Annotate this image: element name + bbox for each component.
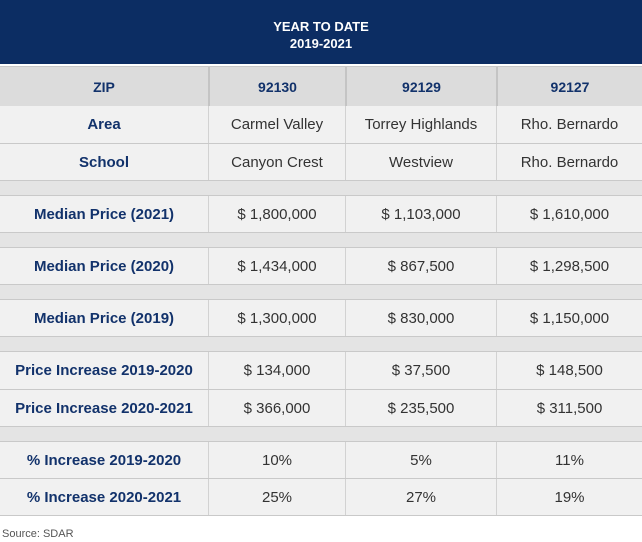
section-spacer [0,181,642,195]
row-divider [0,389,642,390]
row-label: Price Increase 2019-2020 [15,362,193,379]
row-divider [0,426,642,427]
header-zip-92129: 92129 [345,67,496,106]
row-divider [0,232,642,233]
row-label: % Increase 2019-2020 [26,451,182,469]
table-row-median-2020: Median Price (2020) $ 1,434,000 $ 867,50… [0,248,642,284]
table-title-bar: YEAR TO DATE 2019-2021 [0,0,642,64]
row-label: School [78,153,129,171]
table-row-increase-2019-2020: Price Increase 2019-2020 $ 134,000 $ 37,… [0,352,642,389]
row-divider [0,515,642,516]
row-divider [0,195,642,196]
row-divider [0,247,642,248]
table-row-median-2019: Median Price (2019) $ 1,300,000 $ 830,00… [0,300,642,336]
row-label: % Increase 2020-2021 [26,488,182,506]
section-spacer [0,427,642,441]
table-cell: $ 311,500 [496,390,642,426]
table-cell: Westview [345,144,496,180]
table-cell: Rho. Bernardo [496,144,642,180]
row-label: Median Price (2021) [33,205,175,223]
table-cell: $ 134,000 [208,352,345,389]
row-label: Median Price (2019) [33,309,175,327]
table-cell: $ 1,434,000 [208,248,345,284]
section-spacer [0,285,642,299]
table-subtitle: 2019-2021 [289,36,353,51]
table-cell: $ 148,500 [496,352,642,389]
row-divider [0,299,642,300]
header-row: ZIP 92130 92129 92127 [0,66,642,107]
table-cell: $ 1,103,000 [345,196,496,232]
source-note: Source: SDAR [2,528,74,540]
row-divider [0,143,642,144]
table-cell: 25% [208,479,345,515]
table-row-increase-2020-2021: Price Increase 2020-2021 $ 366,000 $ 235… [0,390,642,426]
table-row-area: Area Carmel Valley Torrey Highlands Rho.… [0,106,642,143]
table-cell: $ 1,800,000 [208,196,345,232]
row-label: Price Increase 2020-2021 [15,399,193,417]
table-cell: $ 1,298,500 [496,248,642,284]
header-zip-92130: 92130 [208,67,345,106]
header-zip-92127: 92127 [496,67,642,106]
table-cell: 11% [496,442,642,478]
row-divider [0,351,642,352]
table-cell: 27% [345,479,496,515]
table-cell: $ 235,500 [345,390,496,426]
row-divider [0,180,642,181]
row-label: Area [87,116,121,133]
row-divider [0,478,642,479]
table-cell: $ 1,610,000 [496,196,642,232]
table-cell: 5% [345,442,496,478]
table-row-median-2021: Median Price (2021) $ 1,800,000 $ 1,103,… [0,196,642,232]
section-spacer [0,337,642,351]
table-cell: $ 366,000 [208,390,345,426]
table-row-school: School Canyon Crest Westview Rho. Bernar… [0,144,642,180]
table-cell: 10% [208,442,345,478]
table-cell: Carmel Valley [208,106,345,143]
row-divider [0,284,642,285]
row-label: Median Price (2020) [33,257,175,275]
table-cell: $ 1,300,000 [208,300,345,336]
header-zip-label: ZIP [93,78,115,95]
row-divider [0,441,642,442]
table-cell: 19% [496,479,642,515]
table-cell: Rho. Bernardo [496,106,642,143]
table-cell: $ 1,150,000 [496,300,642,336]
table-cell: $ 830,000 [345,300,496,336]
table-cell: Torrey Highlands [345,106,496,143]
section-spacer [0,233,642,247]
table-cell: $ 867,500 [345,248,496,284]
row-divider [0,336,642,337]
table-row-pct-2019-2020: % Increase 2019-2020 10% 5% 11% [0,442,642,478]
table-title: YEAR TO DATE [273,19,369,34]
table-cell: Canyon Crest [208,144,345,180]
table-row-pct-2020-2021: % Increase 2020-2021 25% 27% 19% [0,479,642,515]
table-cell: $ 37,500 [345,352,496,389]
